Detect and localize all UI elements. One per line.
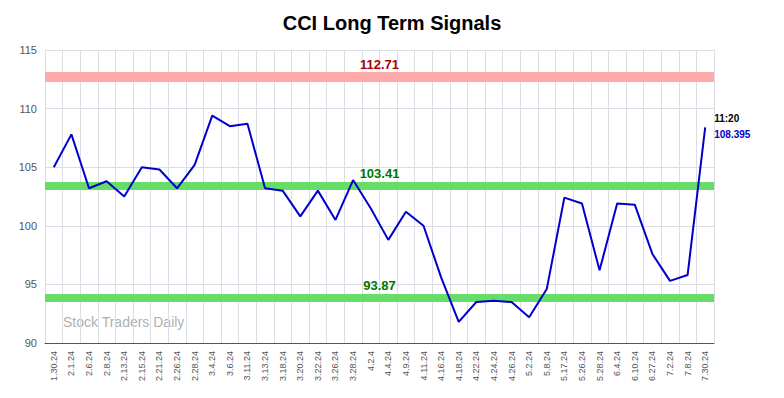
svg-text:2.15.24: 2.15.24: [137, 351, 147, 381]
svg-text:93.87: 93.87: [363, 278, 396, 293]
svg-text:5.26.24: 5.26.24: [577, 351, 587, 381]
svg-text:4.9.24: 4.9.24: [401, 351, 411, 376]
svg-text:11:20: 11:20: [714, 113, 739, 124]
svg-text:108.395: 108.395: [714, 129, 751, 140]
svg-text:2.6.24: 2.6.24: [84, 351, 94, 376]
svg-text:Stock Traders Daily: Stock Traders Daily: [63, 314, 184, 330]
svg-text:4.24.24: 4.24.24: [489, 351, 499, 381]
svg-text:112.71: 112.71: [360, 57, 399, 72]
svg-text:4.4.24: 4.4.24: [383, 351, 393, 376]
svg-text:2.13.24: 2.13.24: [119, 351, 129, 381]
svg-text:4.26.24: 4.26.24: [507, 351, 517, 381]
svg-text:95: 95: [25, 278, 37, 290]
svg-text:4.16.24: 4.16.24: [436, 351, 446, 381]
svg-text:2.8.24: 2.8.24: [102, 351, 112, 376]
svg-text:7.8.24: 7.8.24: [683, 351, 693, 376]
svg-text:100: 100: [19, 220, 37, 232]
svg-text:5.2.24: 5.2.24: [524, 351, 534, 376]
svg-text:4.2.4: 4.2.4: [366, 351, 376, 371]
svg-text:2.21.24: 2.21.24: [154, 351, 164, 381]
svg-text:CCI Long Term Signals: CCI Long Term Signals: [283, 12, 502, 34]
svg-text:3.20.24: 3.20.24: [295, 351, 305, 381]
svg-text:3.22.24: 3.22.24: [313, 351, 323, 381]
svg-text:7.30.24: 7.30.24: [700, 351, 710, 381]
svg-text:90: 90: [25, 337, 37, 349]
svg-text:3.28.24: 3.28.24: [348, 351, 358, 381]
svg-text:115: 115: [19, 44, 37, 56]
svg-text:110: 110: [19, 103, 37, 115]
svg-text:3.26.24: 3.26.24: [330, 351, 340, 381]
svg-text:4.22.24: 4.22.24: [471, 351, 481, 381]
svg-text:5.28.24: 5.28.24: [595, 351, 605, 381]
svg-text:3.18.24: 3.18.24: [278, 351, 288, 381]
svg-text:5.17.24: 5.17.24: [559, 351, 569, 381]
svg-text:2.26.24: 2.26.24: [172, 351, 182, 381]
svg-text:3.6.24: 3.6.24: [225, 351, 235, 376]
svg-text:2.1.24: 2.1.24: [66, 351, 76, 376]
svg-text:3.13.24: 3.13.24: [260, 351, 270, 381]
svg-text:5.8.24: 5.8.24: [542, 351, 552, 376]
svg-text:7.2.24: 7.2.24: [665, 351, 675, 376]
svg-text:6.4.24: 6.4.24: [612, 351, 622, 376]
svg-text:3.4.24: 3.4.24: [207, 351, 217, 376]
svg-text:103.41: 103.41: [360, 166, 400, 181]
svg-text:105: 105: [19, 161, 37, 173]
svg-text:4.11.24: 4.11.24: [419, 351, 429, 380]
svg-text:2.28.24: 2.28.24: [190, 351, 200, 381]
svg-text:1.30.24: 1.30.24: [49, 351, 59, 381]
svg-text:6.27.24: 6.27.24: [647, 351, 657, 381]
svg-text:3.11.24: 3.11.24: [242, 351, 252, 380]
svg-text:6.10.24: 6.10.24: [630, 351, 640, 381]
svg-text:4.18.24: 4.18.24: [454, 351, 464, 381]
